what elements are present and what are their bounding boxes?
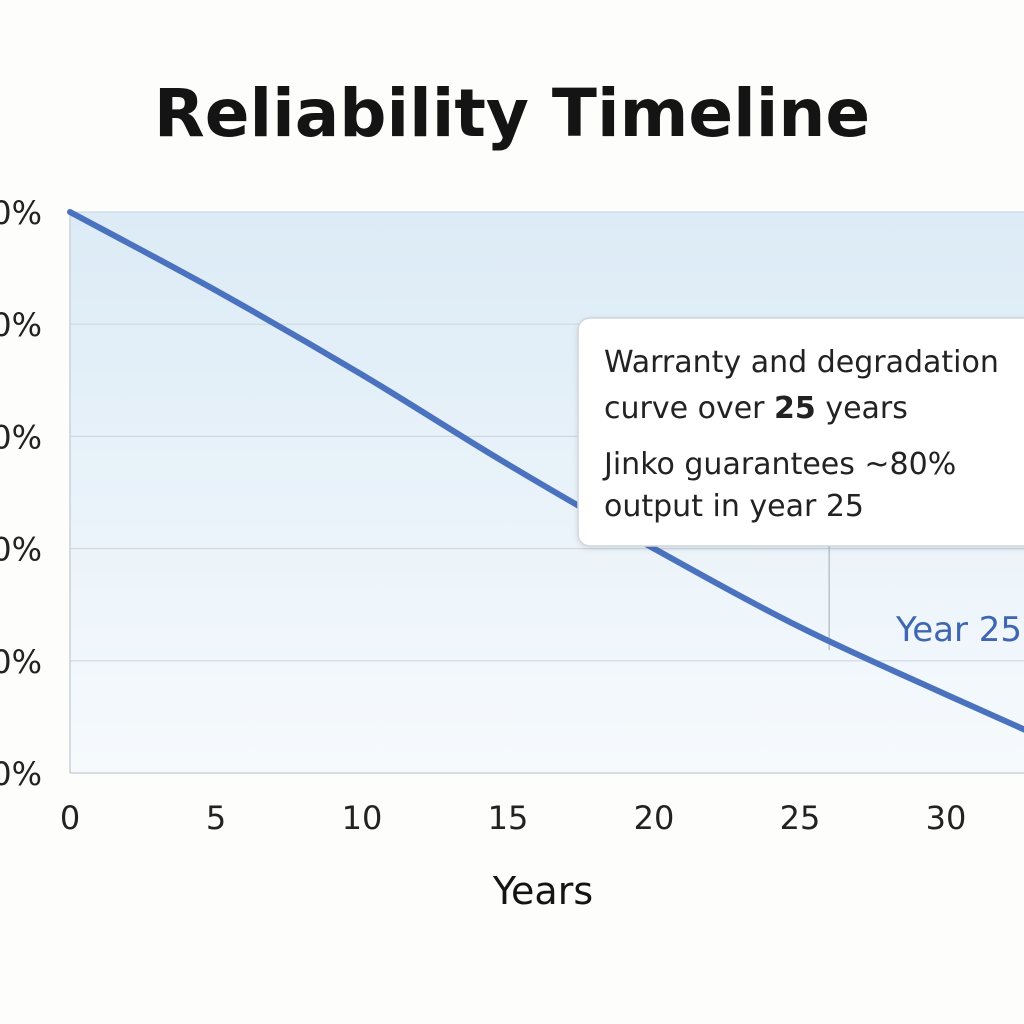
annotation-box: Warranty and degradation curve over 25 y… xyxy=(577,317,1024,547)
x-tick-labels: 0 5 10 15 20 25 30 xyxy=(60,799,967,837)
annotation-line-3: Jinko guarantees ~80% xyxy=(602,447,956,482)
y-tick-label: 80% xyxy=(0,306,42,344)
x-tick-label: 15 xyxy=(488,799,529,837)
y-tick-label: 0% xyxy=(0,755,42,793)
annotation-line-1-text: Warranty and degradation xyxy=(604,345,999,380)
x-tick-label: 30 xyxy=(926,799,967,837)
series-line xyxy=(67,209,1024,733)
annotation-line-2-strong: 25 xyxy=(774,391,816,426)
y-tick-label: 40% xyxy=(0,531,42,569)
x-tick-label: 10 xyxy=(342,799,383,837)
y-tick-label: 100% xyxy=(0,194,42,232)
x-tick-label: 0 xyxy=(60,799,80,837)
annotation-line-1: Warranty and degradation xyxy=(604,345,999,380)
chart-title: Reliability Timeline xyxy=(154,75,870,152)
annotation-line-2-post: years xyxy=(816,391,908,426)
x-tick-label: 20 xyxy=(634,799,675,837)
y-tick-labels: 0% 20% 40% 60% 80% 100% xyxy=(0,194,42,793)
annotation-line-2: curve over 25 years xyxy=(604,391,908,426)
y-tick-label: 60% xyxy=(0,418,42,456)
x-tick-label: 5 xyxy=(206,799,226,837)
annotation-line-4: output in year 25 xyxy=(604,489,864,524)
y-tick-label: 20% xyxy=(0,643,42,681)
annotation-line-2-pre: curve over xyxy=(604,391,774,426)
x-axis-label: Years xyxy=(492,869,593,913)
year-25-marker-label: Year 25 xyxy=(895,610,1022,650)
x-tick-label: 25 xyxy=(780,799,821,837)
